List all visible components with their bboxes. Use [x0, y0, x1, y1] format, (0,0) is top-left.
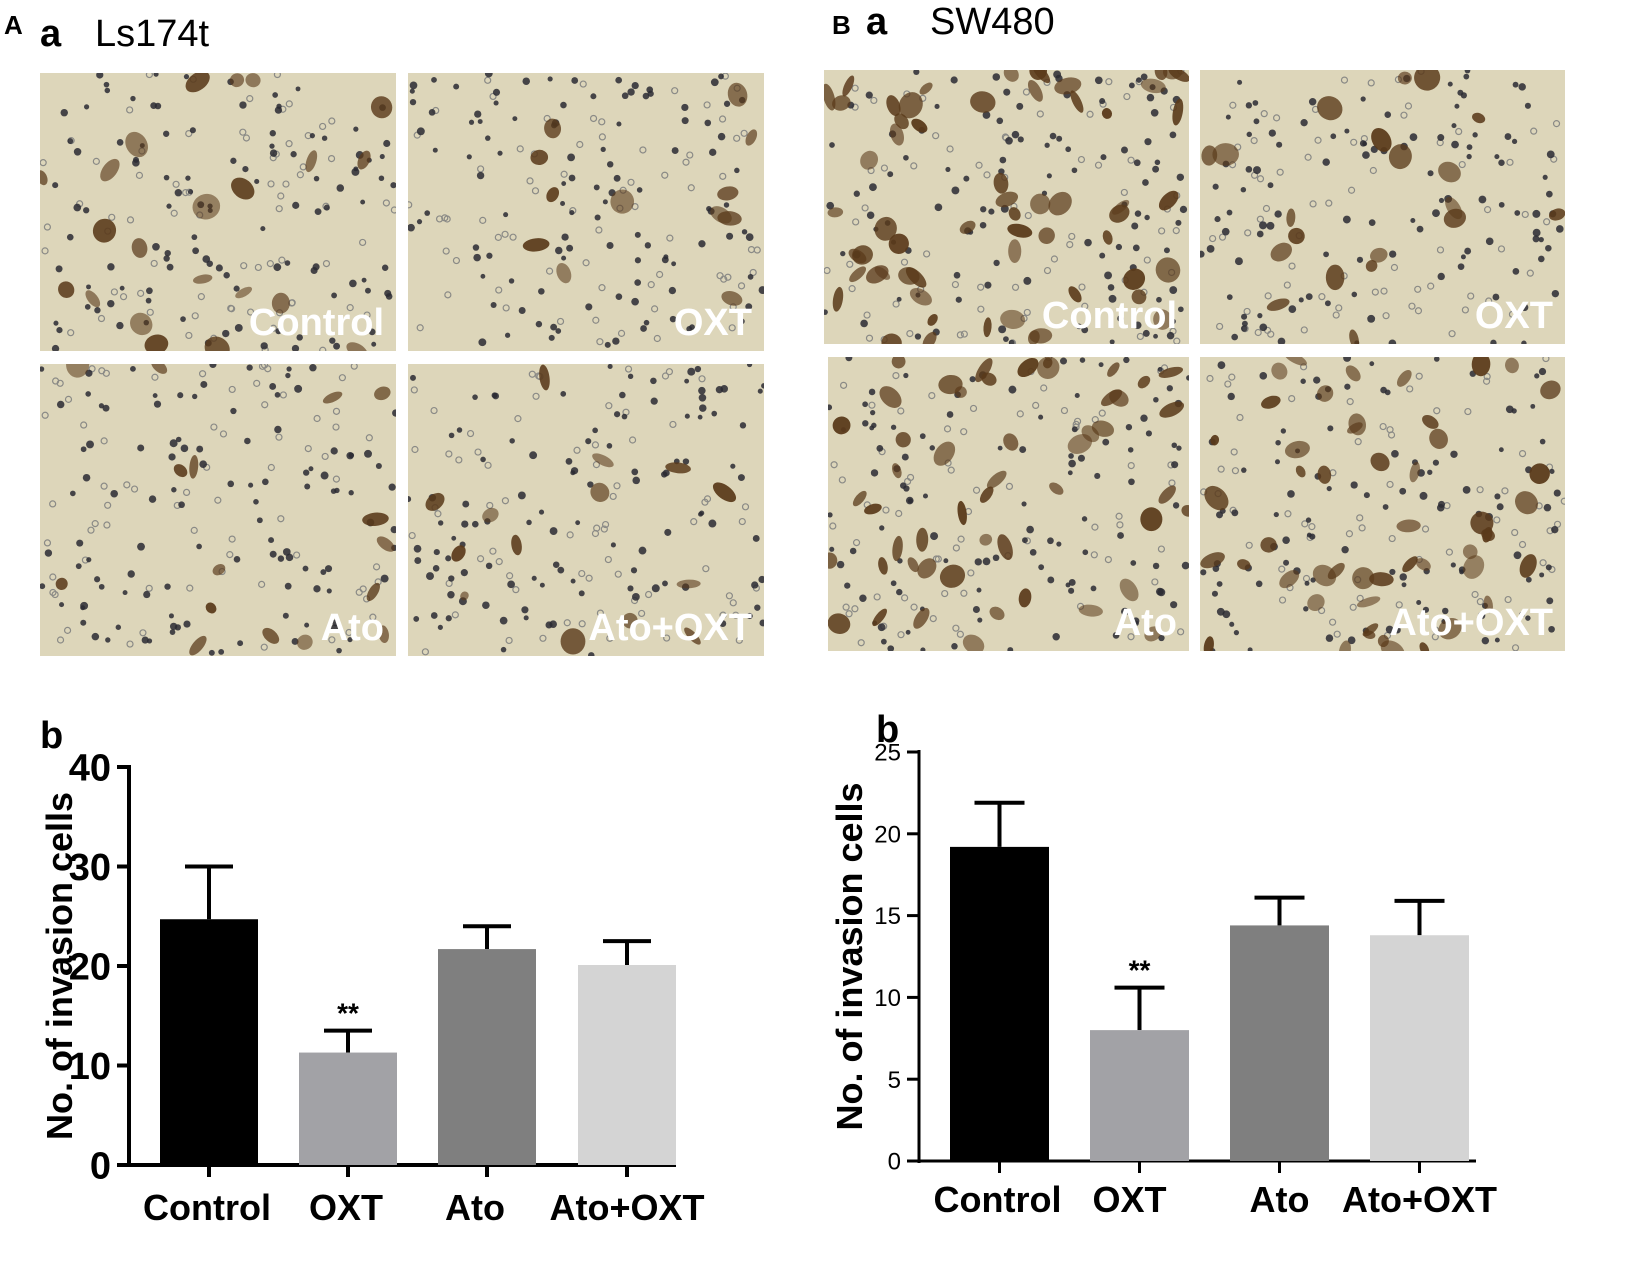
micrograph-label: Ato	[321, 607, 384, 649]
y-tick-label: 10	[69, 1046, 111, 1088]
x-tick-label-control: Control	[143, 1187, 271, 1228]
y-tick-label: 5	[888, 1067, 901, 1094]
panel-a-title: Ls174t	[95, 13, 210, 55]
micrograph-oxt: OXT	[1200, 70, 1565, 344]
significance-marker: **	[337, 998, 359, 1029]
y-axis-label: No. of invasion cells	[829, 782, 870, 1130]
panel-a-sub-b: b	[40, 715, 63, 757]
y-tick-label: 0	[888, 1149, 901, 1176]
x-tick-label-oxt: OXT	[1092, 1179, 1166, 1220]
bar-ato	[438, 949, 536, 1165]
y-tick-label: 10	[874, 985, 901, 1012]
bar-ato	[1230, 925, 1329, 1161]
micrograph-ato-plus-oxt: Ato+OXT	[1200, 357, 1565, 651]
micrograph-label: Control	[249, 302, 384, 344]
micrograph-control: Control	[824, 70, 1189, 344]
y-tick-label: 20	[874, 821, 901, 848]
x-tick-label-ato: Ato	[1250, 1179, 1310, 1220]
bar-control	[160, 919, 258, 1165]
panel-b-sub-a: a	[866, 1, 888, 43]
panel-a-micrographs: Control OXT Ato Ato+OXT	[40, 73, 764, 656]
x-tick-label-oxt: OXT	[309, 1187, 383, 1228]
panel-b-micrographs: Control OXT Ato Ato+OXT	[824, 70, 1565, 651]
panel-a-sub-a: a	[40, 13, 62, 55]
micrograph-background	[1200, 357, 1565, 651]
y-tick-label: 40	[69, 748, 111, 790]
panel-b-sub-b: b	[876, 709, 899, 751]
micrograph-background	[408, 73, 764, 351]
panel-b-letter: B	[832, 10, 851, 40]
micrograph-label: Control	[1042, 295, 1177, 337]
x-tick-label-ato: Ato	[445, 1187, 505, 1228]
micrograph-label: Ato	[1114, 602, 1177, 644]
panel-b-title: SW480	[930, 1, 1055, 43]
y-tick-label: 15	[874, 903, 901, 930]
micrograph-background	[408, 364, 764, 656]
micrograph-label: OXT	[1475, 295, 1553, 337]
micrograph-label: Ato+OXT	[1389, 602, 1553, 644]
x-tick-label-ato-plus-oxt: Ato+OXT	[549, 1187, 704, 1228]
micrograph-label: Ato+OXT	[588, 607, 752, 649]
x-tick-label-control: Control	[934, 1179, 1062, 1220]
micrograph-oxt: OXT	[408, 73, 764, 351]
x-tick-label-ato-plus-oxt: Ato+OXT	[1342, 1179, 1497, 1220]
micrograph-label: OXT	[674, 302, 752, 344]
significance-marker: **	[1129, 955, 1151, 986]
y-tick-label: 20	[69, 947, 111, 989]
y-tick-label: 25	[874, 740, 901, 767]
micrograph-background	[1200, 70, 1565, 344]
bar-control	[950, 846, 1049, 1161]
micrograph-control: Control	[40, 73, 396, 351]
y-tick-label: 0	[90, 1146, 111, 1188]
micrograph-ato-plus-oxt: Ato+OXT	[408, 364, 764, 656]
micrograph-background	[40, 364, 396, 656]
y-tick-label: 30	[69, 847, 111, 889]
micrograph-ato: Ato	[828, 357, 1189, 651]
micrograph-ato: Ato	[40, 364, 396, 656]
bar-oxt	[1090, 1030, 1189, 1161]
bar-oxt	[299, 1052, 397, 1165]
panel-a-letter: A	[4, 10, 23, 40]
bar-ato-plus-oxt	[578, 965, 676, 1165]
y-axis-label: No. of invasion cells	[39, 792, 80, 1140]
bar-ato-plus-oxt	[1370, 935, 1469, 1161]
